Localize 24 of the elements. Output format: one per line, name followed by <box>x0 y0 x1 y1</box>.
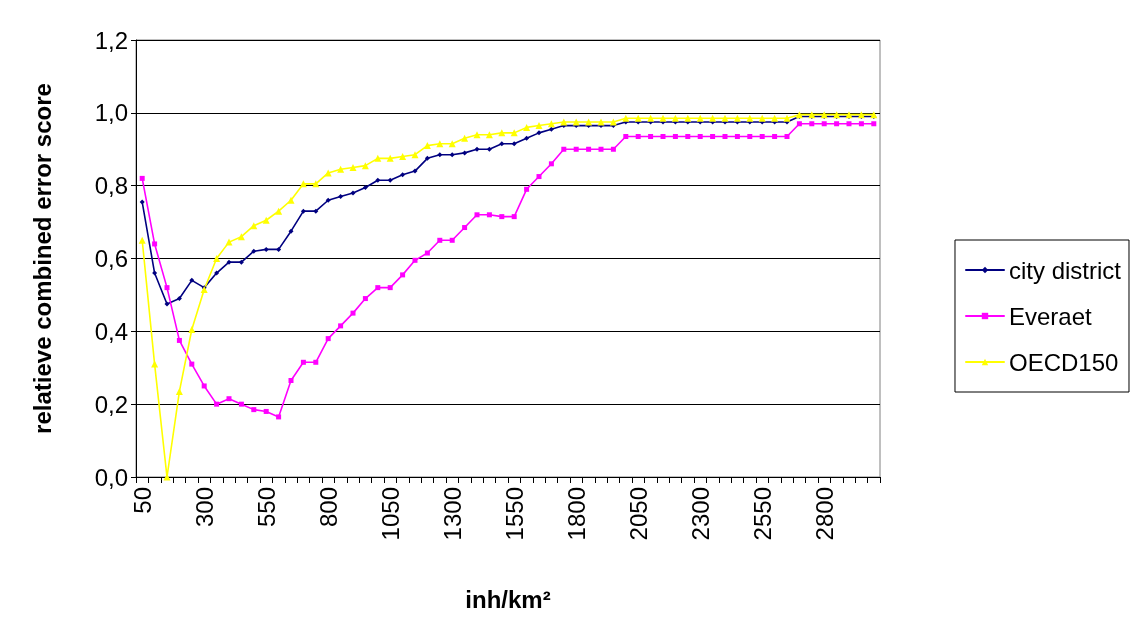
y-tick-label: 0,6 <box>94 245 128 272</box>
x-tick-label: 2050 <box>624 487 652 541</box>
y-tick-label: 0,4 <box>94 317 128 345</box>
y-tick-label: 0,8 <box>94 172 128 200</box>
legend-label: OECD150 <box>1008 348 1119 376</box>
legend-label: Everaet <box>1008 302 1093 330</box>
y-tick-label: 0,2 <box>94 390 128 418</box>
x-tick-label: 2800 <box>810 487 838 541</box>
x-tick-label: 300 <box>190 487 218 528</box>
x-tick-label: 550 <box>252 487 280 528</box>
x-tick-label: 2300 <box>686 487 714 541</box>
y-tick-label: 1,2 <box>94 26 128 54</box>
x-axis-title: inh/km² <box>465 585 551 613</box>
x-tick-label: 50 <box>128 487 156 514</box>
x-tick-label: 2550 <box>748 487 776 541</box>
x-tick-label: 1800 <box>562 487 590 541</box>
x-tick-label: 1050 <box>376 487 404 541</box>
y-axis-title: relatieve combined error score <box>28 83 56 434</box>
x-tick-label: 800 <box>314 487 342 528</box>
y-tick-label: 0,0 <box>94 463 128 491</box>
legend-label: city district <box>1008 256 1122 284</box>
x-tick-label: 1550 <box>500 487 528 541</box>
x-tick-label: 1300 <box>438 487 466 541</box>
y-tick-label: 1,0 <box>94 99 128 127</box>
